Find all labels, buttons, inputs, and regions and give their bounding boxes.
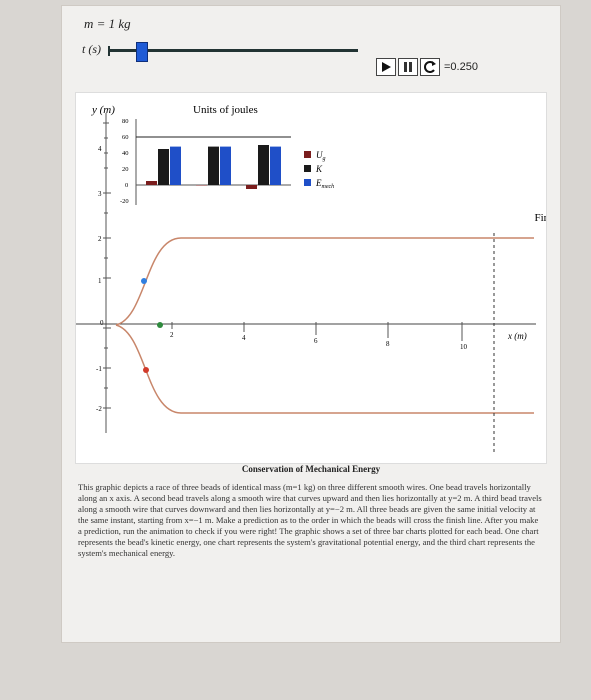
play-icon [382, 62, 391, 72]
x-tick-2: 2 [170, 331, 174, 339]
legend-ug-swatch [304, 151, 311, 158]
play-button[interactable] [376, 58, 396, 76]
energy-tick-20: 20 [122, 166, 129, 173]
x-minor-ticks [171, 322, 463, 341]
y-tick-neg2: -2 [96, 405, 102, 413]
x-tick-10: 10 [460, 343, 468, 351]
bar-e-mech-2 [270, 146, 281, 185]
y-tick-3: 3 [98, 190, 102, 198]
y-tick-0: 0 [100, 319, 104, 327]
energy-tick-60: 60 [122, 134, 129, 141]
bar-ug-1 [196, 185, 207, 186]
energy-bars [146, 145, 281, 189]
x-tick-4: 4 [242, 334, 246, 342]
y-axis-label: y (m) [91, 104, 115, 116]
energy-tick-neg20: -20 [120, 198, 129, 205]
caption: Conservation of Mechanical Energy This g… [62, 462, 560, 559]
time-label: t (s) [82, 42, 101, 56]
energy-tick-40: 40 [122, 150, 129, 157]
energy-tick-0: 0 [125, 182, 128, 189]
reset-icon [424, 61, 436, 73]
upper-wire [115, 237, 534, 326]
x-tick-6: 6 [314, 337, 318, 345]
y-minor-ticks [103, 122, 111, 409]
caption-body: This graphic depicts a race of three bea… [78, 482, 542, 558]
bar-ug-0 [146, 181, 157, 185]
simulation-window: m = 1 kg t (s) =0.250 y (m) 4 3 [62, 6, 562, 642]
y-tick-4: 4 [98, 145, 102, 153]
caption-title: Conservation of Mechanical Energy [241, 464, 381, 474]
legend-emech-swatch [304, 179, 311, 186]
bar-ug-2 [246, 185, 257, 189]
bead-lower [143, 367, 149, 373]
bar-k-2 [258, 145, 269, 185]
bar-e-mech-1 [220, 146, 231, 185]
mass-label: m = 1 kg [84, 16, 131, 31]
energy-tick-80: 80 [122, 118, 129, 125]
legend-k-swatch [304, 165, 311, 172]
bar-e-mech-0 [170, 146, 181, 185]
bar-k-1 [208, 146, 219, 185]
x-tick-8: 8 [386, 340, 390, 348]
y-tick-neg1: -1 [96, 365, 102, 373]
finish-label: Finish [534, 212, 546, 224]
bar-k-0 [158, 149, 169, 185]
graph-panel: y (m) 4 3 2 1 0 -1 -2 x (m) 2 4 6 8 10 [75, 92, 562, 464]
time-readout: =0.250 [444, 61, 478, 73]
legend-k-label: K [315, 164, 323, 174]
time-slider-start-mark [108, 46, 110, 56]
legend-emech-label: Emech [315, 178, 334, 190]
bead-middle [157, 322, 163, 328]
lower-wire [115, 324, 534, 414]
legend-ug-label: Ug [316, 150, 326, 162]
y-tick-2: 2 [98, 235, 102, 243]
bead-upper [141, 278, 147, 284]
time-slider-handle[interactable] [136, 42, 148, 62]
x-axis-label: x (m) [507, 331, 527, 341]
y-tick-1: 1 [98, 277, 102, 285]
trajectory-plot: y (m) 4 3 2 1 0 -1 -2 x (m) 2 4 6 8 10 [76, 104, 562, 453]
pause-icon [404, 62, 412, 72]
reset-button[interactable] [420, 58, 440, 76]
energy-chart-title: Units of joules [193, 104, 258, 116]
time-slider-track[interactable] [108, 49, 358, 52]
pause-button[interactable] [398, 58, 418, 76]
